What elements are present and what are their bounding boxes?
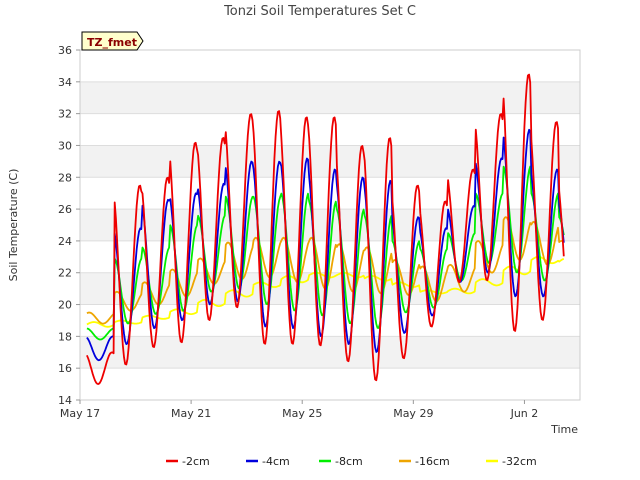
grid-band [80, 336, 580, 369]
y-tick-label: 32 [58, 108, 72, 121]
x-axis: May 17 May 21 May 25 May 29 Jun 2 [60, 400, 538, 420]
y-axis-title: Soil Temperature (C) [7, 169, 20, 282]
y-tick-label: 26 [58, 203, 72, 216]
chart-title: Tonzi Soil Temperatures Set C [223, 4, 416, 19]
x-tick-label: Jun 2 [510, 407, 539, 420]
site-badge: TZ_fmet [81, 31, 144, 51]
series-line-minus-2cm [86, 73, 565, 385]
x-axis-title: Time [550, 423, 578, 436]
y-tick-label: 20 [58, 299, 72, 312]
y-tick-label: 28 [58, 171, 72, 184]
y-tick-label: 18 [58, 330, 72, 343]
legend-label: -32cm [502, 455, 537, 468]
plot-frame [79, 49, 581, 401]
y-tick-label: 34 [58, 76, 72, 89]
series-lines [86, 73, 565, 385]
y-tick-label: 36 [58, 44, 72, 57]
y-tick-label: 30 [58, 139, 72, 152]
legend-label: -16cm [415, 455, 450, 468]
y-axis: 14 16 18 20 22 24 26 28 30 32 34 36 [58, 44, 80, 407]
legend: -2cm -4cm -8cm -16cm -32cm [166, 455, 537, 468]
grid-band [80, 81, 580, 114]
y-tick-label: 24 [58, 235, 72, 248]
x-tick-label: May 17 [60, 407, 100, 420]
x-tick-label: May 25 [282, 407, 322, 420]
site-badge-box [81, 31, 144, 51]
y-tick-label: 16 [58, 362, 72, 375]
legend-label: -8cm [335, 455, 363, 468]
y-tick-label: 14 [58, 394, 72, 407]
x-tick-label: May 29 [393, 407, 433, 420]
legend-label: -4cm [262, 455, 290, 468]
x-tick-label: May 21 [171, 407, 211, 420]
legend-label: -2cm [182, 455, 210, 468]
y-tick-label: 22 [58, 267, 72, 280]
site-badge-label: TZ_fmet [87, 36, 137, 49]
